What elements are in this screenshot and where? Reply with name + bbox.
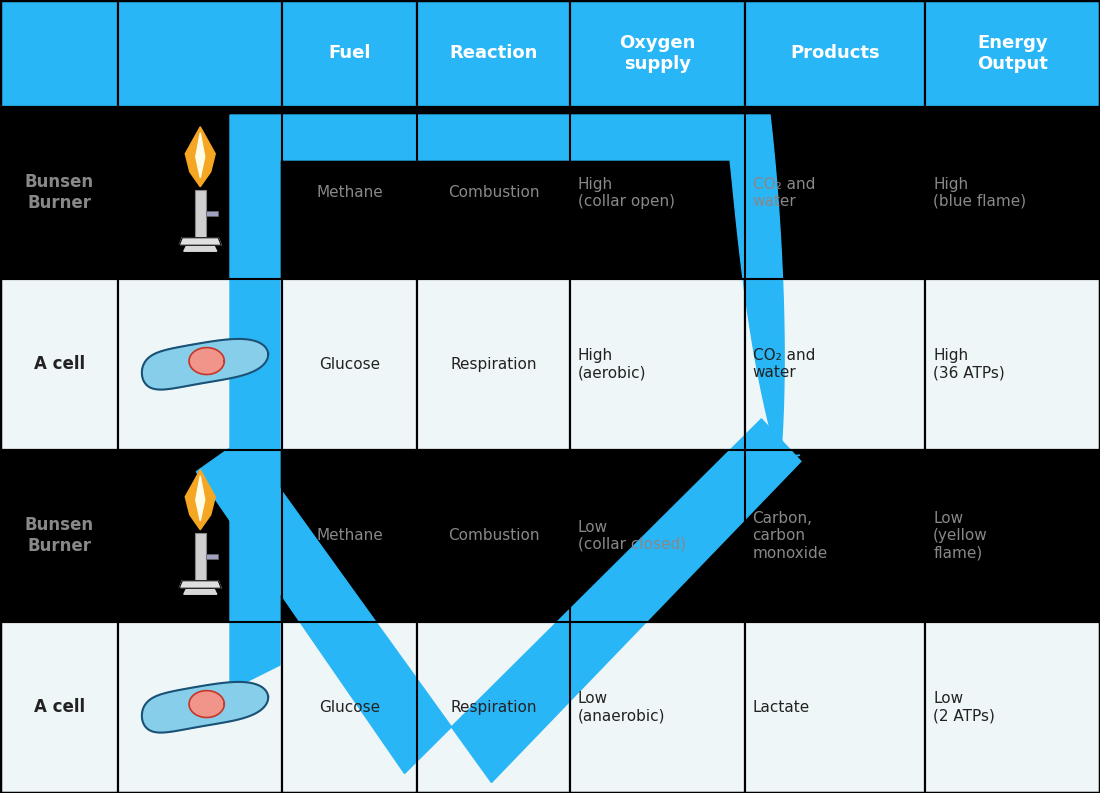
Text: Glucose: Glucose bbox=[319, 357, 381, 372]
Bar bbox=[119, 107, 282, 278]
Bar bbox=[0, 622, 119, 793]
Text: Respiration: Respiration bbox=[450, 699, 537, 714]
Bar bbox=[282, 107, 417, 278]
Text: Combustion: Combustion bbox=[448, 186, 539, 201]
Text: Carbon,
carbon
monoxide: Carbon, carbon monoxide bbox=[752, 511, 828, 561]
Bar bbox=[417, 622, 570, 793]
Bar bbox=[417, 0, 570, 107]
Polygon shape bbox=[196, 419, 801, 783]
Text: Low
(anaerobic): Low (anaerobic) bbox=[578, 691, 666, 723]
Text: CO₂ and
water: CO₂ and water bbox=[752, 177, 815, 209]
Text: Methane: Methane bbox=[317, 528, 383, 543]
Polygon shape bbox=[196, 132, 205, 178]
Text: Bunsen
Burner: Bunsen Burner bbox=[24, 516, 94, 555]
Polygon shape bbox=[185, 127, 216, 186]
Bar bbox=[745, 622, 925, 793]
Bar bbox=[745, 107, 925, 278]
Polygon shape bbox=[189, 691, 224, 718]
Polygon shape bbox=[179, 580, 221, 588]
Text: Lactate: Lactate bbox=[752, 699, 810, 714]
Bar bbox=[0, 278, 119, 450]
Bar bbox=[282, 278, 417, 450]
Text: A cell: A cell bbox=[34, 355, 85, 374]
Bar bbox=[417, 107, 570, 278]
Text: Low
(yellow
flame): Low (yellow flame) bbox=[933, 511, 988, 561]
Text: Methane: Methane bbox=[317, 186, 383, 201]
Bar bbox=[570, 622, 745, 793]
Bar bbox=[119, 622, 282, 793]
Text: Reaction: Reaction bbox=[450, 44, 538, 63]
Polygon shape bbox=[184, 245, 217, 251]
Polygon shape bbox=[142, 339, 268, 389]
Polygon shape bbox=[196, 476, 205, 521]
Bar bbox=[206, 554, 218, 559]
Bar bbox=[925, 278, 1100, 450]
Polygon shape bbox=[189, 347, 224, 374]
Bar bbox=[745, 0, 925, 107]
Bar bbox=[925, 0, 1100, 107]
Bar bbox=[570, 278, 745, 450]
Text: Respiration: Respiration bbox=[450, 357, 537, 372]
Bar bbox=[119, 0, 282, 107]
Bar bbox=[195, 533, 206, 580]
Text: Energy
Output: Energy Output bbox=[977, 34, 1048, 73]
Text: Products: Products bbox=[790, 44, 880, 63]
Text: High
(collar open): High (collar open) bbox=[578, 177, 674, 209]
Polygon shape bbox=[179, 238, 221, 245]
Bar bbox=[745, 278, 925, 450]
Text: Low
(2 ATPs): Low (2 ATPs) bbox=[933, 691, 996, 723]
Bar bbox=[925, 622, 1100, 793]
Bar bbox=[417, 450, 570, 622]
Text: Fuel: Fuel bbox=[329, 44, 371, 63]
Bar bbox=[0, 107, 119, 278]
Bar bbox=[745, 450, 925, 622]
Text: CO₂ and
water: CO₂ and water bbox=[752, 348, 815, 381]
Polygon shape bbox=[185, 469, 216, 530]
Bar bbox=[119, 450, 282, 622]
Polygon shape bbox=[142, 682, 268, 733]
Text: High
(36 ATPs): High (36 ATPs) bbox=[933, 348, 1005, 381]
Bar bbox=[570, 107, 745, 278]
Polygon shape bbox=[184, 588, 217, 594]
Polygon shape bbox=[230, 115, 784, 690]
Text: Low
(collar closed): Low (collar closed) bbox=[578, 519, 686, 552]
Bar bbox=[282, 450, 417, 622]
Bar bbox=[417, 278, 570, 450]
Text: Glucose: Glucose bbox=[319, 699, 381, 714]
Polygon shape bbox=[700, 455, 800, 490]
Text: Bunsen
Burner: Bunsen Burner bbox=[24, 174, 94, 213]
Bar bbox=[570, 0, 745, 107]
Bar bbox=[282, 622, 417, 793]
Text: A cell: A cell bbox=[34, 699, 85, 716]
Bar bbox=[925, 107, 1100, 278]
Text: Oxygen
supply: Oxygen supply bbox=[619, 34, 695, 73]
Text: High
(aerobic): High (aerobic) bbox=[578, 348, 646, 381]
Bar bbox=[570, 450, 745, 622]
Bar bbox=[0, 450, 119, 622]
Bar bbox=[195, 190, 206, 238]
Text: Combustion: Combustion bbox=[448, 528, 539, 543]
Bar bbox=[0, 0, 119, 107]
Text: High
(blue flame): High (blue flame) bbox=[933, 177, 1026, 209]
Bar bbox=[282, 0, 417, 107]
Bar bbox=[206, 211, 218, 216]
Bar bbox=[925, 450, 1100, 622]
Bar bbox=[119, 278, 282, 450]
